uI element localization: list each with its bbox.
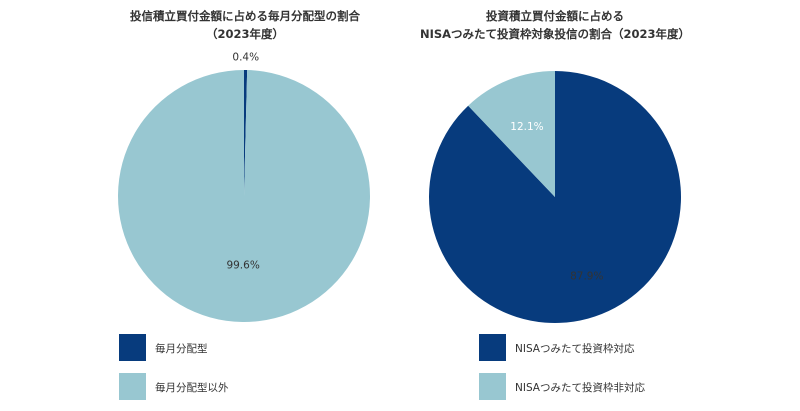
legend-swatch-nisa-ineligible <box>479 373 506 400</box>
chart-title-right-line1: 投資積立買付金額に占める <box>486 9 624 23</box>
legend-label-monthly: 毎月分配型 <box>155 343 208 355</box>
legend-swatch-non-monthly <box>119 373 146 400</box>
left-pie-slice-1 <box>117 70 370 322</box>
chart-title-right-line2: NISAつみたて投資枠対象投信の割合（2023年度） <box>419 27 691 41</box>
pie-chart-left: 0.4% 99.6% <box>117 51 370 322</box>
left-pie-value-label-1: 99.6% <box>226 259 259 271</box>
left-pie-slice-0 <box>244 70 248 196</box>
legend-swatch-monthly <box>119 334 146 361</box>
chart-title-right: 投資積立買付金額に占める NISAつみたて投資枠対象投信の割合（2023年度） <box>405 7 705 43</box>
chart-title-left: 投信積立買付金額に占める毎月分配型の割合 （2023年度） <box>95 7 395 43</box>
legend-swatch-nisa-eligible <box>479 334 506 361</box>
right-pie-slice-1 <box>468 71 555 197</box>
left-pie-value-label-0: 0.4% <box>232 51 259 63</box>
right-pie-value-label-1: 12.1% <box>510 121 543 133</box>
chart-title-left-line2: （2023年度） <box>205 27 284 41</box>
legend-label-nisa-eligible: NISAつみたて投資枠対応 <box>515 343 635 355</box>
legend-label-nisa-ineligible: NISAつみたて投資枠非対応 <box>515 382 645 394</box>
legend-label-non-monthly: 毎月分配型以外 <box>155 382 229 394</box>
chart-title-left-line1: 投信積立買付金額に占める毎月分配型の割合 <box>130 9 360 23</box>
right-pie-value-label-0: 87.9% <box>570 271 603 283</box>
